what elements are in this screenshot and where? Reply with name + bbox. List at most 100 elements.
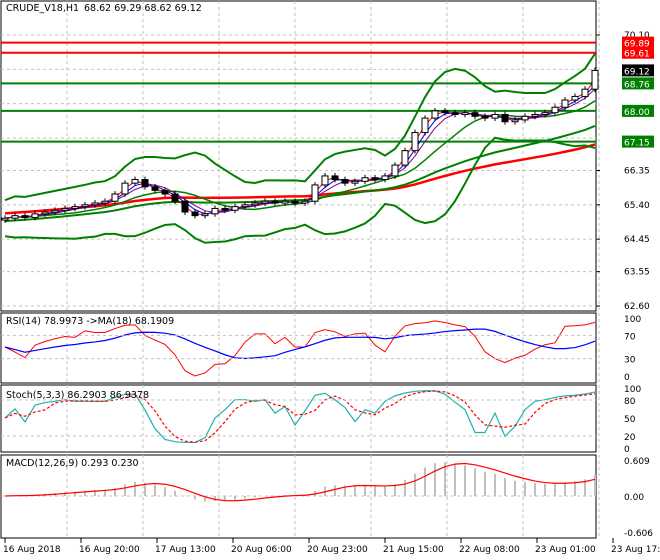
x-tick-label: 20 Aug 06:00: [231, 545, 292, 555]
candle-body: [71, 206, 79, 209]
macd-histogram-bar: [64, 492, 66, 496]
panel-frame-2: [0, 384, 597, 453]
stoch-tick-label: 100: [624, 385, 641, 395]
macd-histogram-bar: [74, 491, 76, 496]
candle-body: [311, 184, 319, 202]
macd-histogram-bar: [384, 486, 386, 496]
stoch-tick-label: 80: [624, 397, 636, 407]
macd-histogram-bar: [544, 483, 546, 496]
rsi-tick-label: 0: [624, 373, 630, 383]
x-tick-label: 16 Aug 2018: [3, 545, 61, 555]
candle-body: [171, 193, 179, 202]
stoch-title: Stoch(5,3,3) 86.2903 86.9378: [6, 390, 150, 401]
macd-histogram-bar: [214, 496, 216, 501]
candle-body: [551, 106, 559, 114]
candle-body: [131, 179, 139, 184]
candle-body: [531, 113, 539, 117]
macd-histogram-bar: [434, 463, 436, 496]
macd-histogram-bar: [444, 462, 446, 496]
macd-histogram-bar: [234, 496, 236, 500]
macd-histogram-bar: [174, 490, 176, 496]
candle-body: [161, 189, 169, 195]
candle-body: [421, 117, 429, 134]
candle-body: [331, 175, 339, 181]
rsi-title: RSI(14) 78.9973 ->MA(18) 68.1909: [6, 316, 175, 327]
x-tick-label: 23 Aug 17:00: [611, 545, 660, 555]
y-tick-label: 70.10: [624, 31, 650, 41]
candle-body: [221, 207, 229, 211]
candle-body: [251, 202, 259, 206]
candle-body: [321, 175, 329, 186]
candle-body: [541, 112, 549, 115]
panel-frame-1: [0, 312, 597, 384]
candle-body: [571, 95, 579, 101]
candle-body: [371, 177, 379, 181]
ma-slow: [4, 88, 596, 219]
macd-histogram-bar: [194, 496, 196, 500]
candle-body: [151, 186, 159, 191]
candle-body: [181, 200, 189, 213]
level-badge: [622, 46, 654, 59]
level-badge: [622, 77, 654, 90]
level-badge: [622, 135, 654, 148]
macd-histogram-bar: [474, 468, 476, 496]
macd-histogram-bar: [414, 473, 416, 496]
candle-body: [231, 206, 239, 211]
candle-body: [271, 200, 279, 204]
x-tick-label: 23 Aug 01:00: [535, 545, 596, 555]
macd-histogram-bar: [124, 484, 126, 496]
stoch-tick-label: 0: [624, 445, 630, 455]
candle-body: [291, 200, 299, 204]
level-label: 69.12: [624, 67, 650, 77]
candle-body: [201, 213, 209, 217]
candle-body: [111, 193, 119, 202]
macd-histogram-bar: [454, 463, 456, 496]
candle-body: [11, 215, 19, 219]
candle-body: [301, 200, 309, 204]
rsi-tick-label: 30: [624, 356, 636, 366]
green-ma-line: [4, 124, 596, 223]
rsi-tick-label: 100: [624, 315, 641, 325]
macd-tick-label: 0.00: [624, 493, 644, 503]
candle-body: [431, 110, 439, 119]
panel-frame-0: [0, 0, 597, 312]
macd-histogram-bar: [424, 467, 426, 496]
macd-histogram-bar: [84, 490, 86, 496]
macd-histogram-bar: [394, 484, 396, 496]
macd-histogram-bar: [204, 496, 206, 502]
candle-body: [401, 150, 409, 166]
macd-histogram-bar: [154, 484, 156, 496]
stoch-main-line: [4, 390, 596, 444]
y-tick-label: 66.35: [624, 167, 650, 177]
macd-histogram-bar: [134, 482, 136, 496]
macd-histogram-bar: [464, 465, 466, 496]
level-label: 69.61: [624, 50, 650, 60]
rsi-line: [4, 320, 596, 377]
macd-histogram-bar: [144, 482, 146, 496]
candle-body: [101, 200, 109, 204]
candle-body: [521, 115, 529, 121]
macd-histogram-bar: [534, 483, 536, 496]
macd-histogram-bar: [374, 486, 376, 496]
candle-body: [511, 119, 519, 123]
macd-histogram-bar: [594, 474, 596, 496]
stoch-tick-label: 20: [624, 433, 636, 443]
macd-histogram-bar: [524, 482, 526, 496]
macd-histogram-bar: [94, 490, 96, 496]
candle-body: [81, 204, 89, 208]
ma-mid: [4, 84, 596, 219]
macd-histogram-bar: [244, 496, 246, 499]
candle-body: [31, 213, 39, 218]
macd-title: MACD(12,26,9) 0.293 0.230: [6, 458, 139, 469]
macd-histogram-bar: [364, 485, 366, 496]
x-tick-label: 17 Aug 13:00: [155, 545, 216, 555]
candle-body: [21, 215, 29, 218]
stoch-tick-label: 50: [624, 415, 636, 425]
candle-body: [361, 177, 369, 182]
candle-body: [581, 88, 589, 97]
macd-histogram-bar: [584, 479, 586, 496]
candle-body: [61, 207, 69, 211]
candle-body: [341, 179, 349, 184]
